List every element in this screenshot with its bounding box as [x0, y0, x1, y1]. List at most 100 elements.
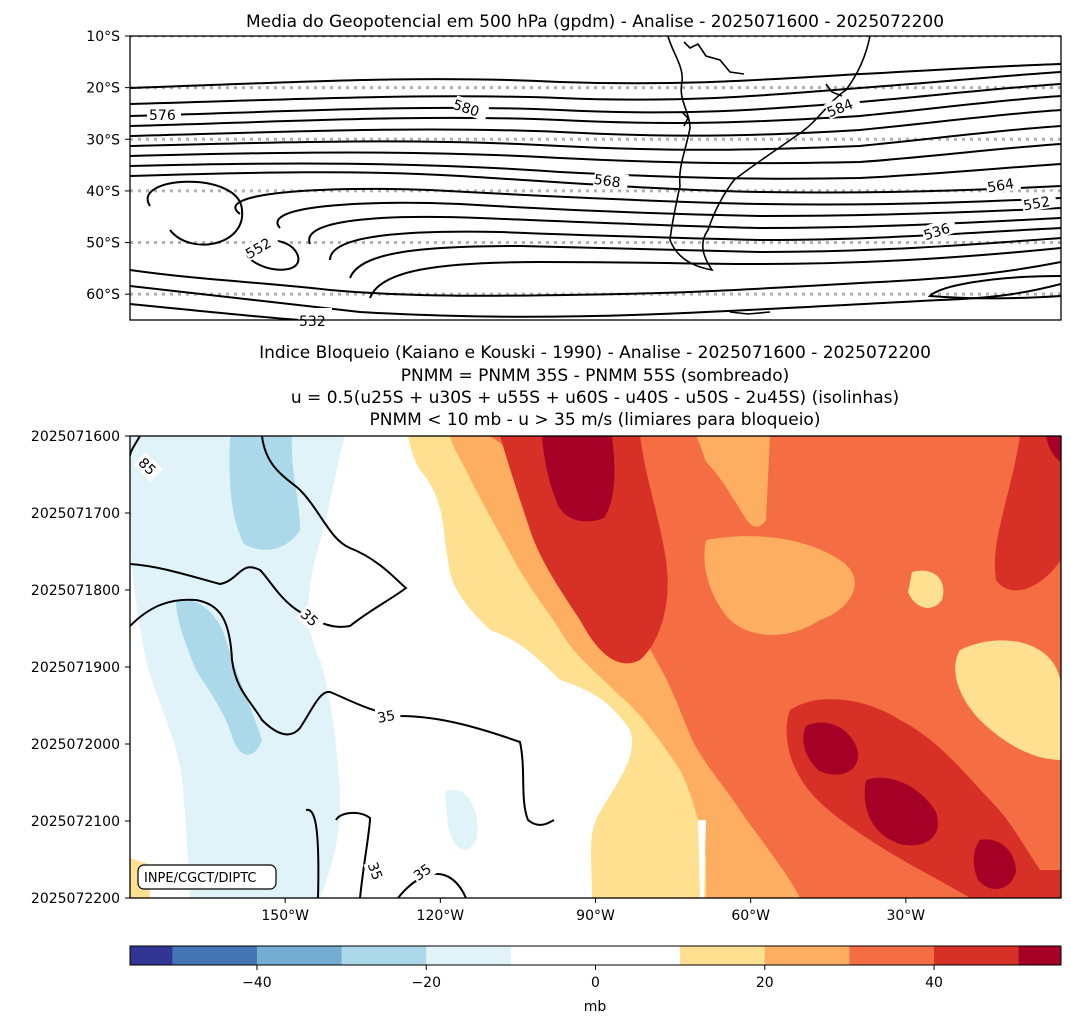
- credit-text: INPE/CGCT/DIPTC: [144, 871, 256, 886]
- tick-label: 10°S: [86, 29, 120, 45]
- shade-positive-50: [542, 436, 615, 522]
- colorbar-segment: [934, 946, 1020, 965]
- contour-line: [130, 283, 1061, 318]
- isoline-labels: 85 35 35 35 35: [133, 452, 439, 888]
- date-ticks: 2025071600 2025071700 2025071800 2025071900…: [31, 429, 130, 907]
- longitude-tick-label: 90°W: [576, 908, 615, 924]
- colorbar-tick-label: −20: [411, 975, 441, 991]
- contour-line: [130, 143, 1061, 165]
- index-title-line: Indice Bloqueio (Kaiano e Kouski - 1990)…: [259, 343, 931, 363]
- date-tick-label: 2025071800: [31, 583, 120, 599]
- isoline-label: 35: [376, 708, 396, 727]
- contour-line: [349, 237, 1061, 279]
- geopotential-contours: [130, 63, 1061, 320]
- contour-line: [130, 109, 1061, 137]
- colorbar-segment: [849, 946, 935, 965]
- coast-detail: [683, 41, 745, 75]
- colorbar-segment: [510, 946, 681, 965]
- tick-label: 40°S: [86, 184, 120, 200]
- contour-line: [130, 63, 1061, 89]
- colorbar-segment: [680, 946, 766, 965]
- date-tick-label: 2025071600: [31, 429, 120, 445]
- colorbar-tick-label: 40: [925, 975, 943, 991]
- shade-white-streak: [698, 820, 706, 898]
- index-title-line: PNMM = PNMM 35S - PNMM 55S (sombreado): [401, 366, 790, 386]
- longitude-tick-label: 30°W: [886, 908, 925, 924]
- colorbar-segment: [426, 946, 512, 965]
- shade-negative-10: [445, 789, 478, 850]
- shade-positive-30-core: [816, 493, 882, 553]
- coastlines: [667, 36, 871, 315]
- colorbar-segment: [256, 946, 343, 965]
- isoline: [305, 808, 320, 898]
- latitude-gridlines: [130, 36, 1061, 296]
- contour-line: [927, 275, 1061, 300]
- contour-line: [130, 261, 1061, 297]
- contour-line: [276, 201, 1061, 229]
- colorbar: [130, 946, 1062, 965]
- contour-label: 536: [922, 221, 952, 245]
- contour-line: [130, 95, 1061, 127]
- colorbar-tick-label: 20: [756, 975, 774, 991]
- map-latitude-ticks: 10°S 20°S 30°S 40°S 50°S 60°S: [86, 29, 130, 303]
- colorbar-segment: [764, 946, 850, 965]
- date-tick-label: 2025072200: [31, 891, 120, 907]
- shade-positive-20-gap: [955, 640, 1061, 760]
- isoline-label: 35: [364, 860, 385, 882]
- isoline: [130, 436, 408, 628]
- contour-line: [130, 162, 1061, 180]
- map-frame: [129, 35, 1062, 321]
- colorbar-label: mb: [584, 999, 607, 1015]
- contour-line: [130, 83, 1061, 117]
- isoline: [130, 598, 555, 826]
- date-tick-label: 2025071700: [31, 506, 120, 522]
- contour-label: 568: [593, 172, 622, 192]
- longitude-tick-label: 60°W: [731, 908, 770, 924]
- tick-label: 20°S: [86, 81, 120, 97]
- map-contour-labels: 576 580 584 568 564 552 536 552 532: [147, 91, 1058, 330]
- shade-negative-10: [130, 436, 345, 898]
- shade-positive-50: [973, 839, 1016, 890]
- shade-positive-20-gap: [704, 536, 855, 635]
- contour-line: [234, 187, 1061, 215]
- shade-positive-20-gap: [908, 570, 944, 608]
- colorbar-tick-label: −40: [242, 975, 272, 991]
- tick-label: 50°S: [86, 236, 120, 252]
- date-tick-label: 2025072100: [31, 814, 120, 830]
- index-title: Indice Bloqueio (Kaiano e Kouski - 1990)…: [259, 343, 931, 430]
- tick-label: 60°S: [86, 287, 120, 303]
- shade-negative-20: [176, 599, 262, 755]
- longitude-ticks: 150°W 120°W 90°W 60°W 30°W: [261, 898, 925, 924]
- colorbar-segment: [1018, 946, 1062, 965]
- contour-line: [130, 71, 1061, 105]
- coast-detail: [729, 311, 771, 315]
- tick-label: 30°S: [86, 132, 120, 148]
- colorbar-segment: [130, 946, 173, 965]
- isoline: [335, 812, 372, 898]
- pnmm-shading: [130, 436, 1061, 898]
- longitude-tick-label: 150°W: [261, 908, 309, 924]
- index-title-line: PNMM < 10 mb - u > 35 m/s (limiares para…: [370, 410, 821, 430]
- map-title: Media do Geopotencial em 500 hPa (gpdm) …: [246, 12, 944, 32]
- shade-positive-40: [994, 436, 1061, 591]
- shade-positive-50: [864, 777, 938, 846]
- colorbar-tick-label: 0: [591, 975, 600, 991]
- contour-label: 564: [986, 176, 1015, 196]
- coast-detail: [681, 111, 689, 127]
- shade-positive-50: [803, 722, 859, 775]
- shade-positive-40: [500, 436, 668, 664]
- shade-positive-50: [1046, 436, 1061, 462]
- date-tick-label: 2025071900: [31, 660, 120, 676]
- contour-label: 580: [451, 97, 481, 120]
- contour-label: 532: [299, 314, 326, 330]
- contour-line: [130, 125, 1061, 151]
- colorbar-segment: [172, 946, 258, 965]
- date-tick-label: 2025072000: [31, 737, 120, 753]
- index-title-line: u = 0.5(u25S + u30S + u55S + u60S - u40S…: [291, 388, 899, 408]
- contour-label: 576: [149, 108, 176, 124]
- credit-box: [137, 864, 277, 890]
- south-america-coastline: [667, 36, 871, 272]
- contour-line: [146, 180, 244, 246]
- longitude-tick-label: 120°W: [417, 908, 465, 924]
